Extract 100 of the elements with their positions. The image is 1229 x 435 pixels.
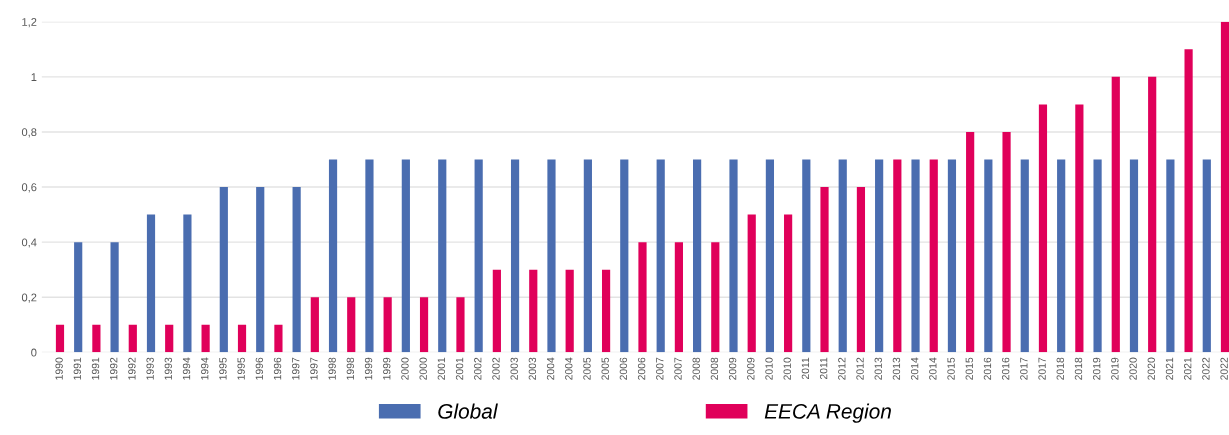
bar bbox=[92, 324, 101, 353]
y-tick-label: 0,4 bbox=[21, 238, 37, 248]
bar bbox=[1093, 159, 1102, 353]
bar bbox=[383, 297, 392, 353]
y-tick-label: 1,2 bbox=[22, 18, 37, 28]
bar bbox=[146, 214, 156, 353]
bar bbox=[74, 242, 83, 353]
x-tick-label: 2020 bbox=[1147, 357, 1155, 380]
x-tick-label: 2016 bbox=[983, 357, 992, 380]
x-tick-label: 2018 bbox=[1074, 357, 1083, 380]
bar bbox=[201, 324, 210, 353]
bar bbox=[292, 187, 301, 353]
legend-label: EECA Region bbox=[764, 403, 891, 423]
x-tick-label: 2011 bbox=[819, 357, 828, 380]
x-tick-label: 2021 bbox=[1165, 357, 1174, 380]
bar bbox=[347, 297, 356, 353]
x-tick-label: 2000 bbox=[419, 357, 427, 380]
bar bbox=[1111, 76, 1120, 353]
bar bbox=[456, 297, 465, 353]
x-tick-label: 1994 bbox=[201, 357, 209, 380]
x-tick-label: 2010 bbox=[783, 357, 791, 380]
x-tick-label: 2021 bbox=[1184, 357, 1192, 380]
bar bbox=[419, 297, 429, 353]
x-tick-label: 2006 bbox=[619, 357, 628, 380]
bar bbox=[583, 159, 592, 353]
bar bbox=[984, 159, 993, 353]
bar bbox=[784, 214, 793, 353]
bar bbox=[128, 324, 137, 353]
x-tick-label: 2003 bbox=[510, 357, 518, 380]
x-tick-label: 2005 bbox=[583, 357, 591, 380]
bar bbox=[620, 159, 629, 353]
bar bbox=[529, 269, 538, 353]
x-tick-label: 2014 bbox=[929, 357, 937, 380]
x-tick-label: 1991 bbox=[91, 357, 100, 380]
x-tick-label: 2009 bbox=[747, 357, 755, 380]
legend-label: Global bbox=[438, 403, 498, 419]
x-tick-label: 1998 bbox=[328, 357, 336, 380]
bar bbox=[165, 324, 174, 353]
x-tick-label: 2001 bbox=[437, 357, 446, 380]
x-tick-label: 2002 bbox=[474, 357, 482, 380]
bar bbox=[929, 159, 938, 353]
bar bbox=[256, 187, 265, 353]
bar bbox=[474, 159, 483, 353]
x-tick-label: 1996 bbox=[255, 357, 264, 380]
bar bbox=[875, 159, 884, 353]
y-tick-label: 1 bbox=[31, 73, 37, 81]
bar bbox=[1202, 159, 1211, 353]
bar bbox=[1075, 104, 1084, 353]
x-tick-label: 2019 bbox=[1092, 357, 1101, 380]
bar bbox=[820, 187, 829, 353]
bar bbox=[565, 269, 574, 353]
bar bbox=[547, 159, 556, 353]
x-tick-label: 1997 bbox=[292, 357, 300, 380]
x-tick-label: 1991 bbox=[73, 357, 81, 380]
bar bbox=[183, 214, 192, 353]
bar bbox=[729, 159, 738, 353]
bar bbox=[492, 269, 501, 353]
x-tick-label: 2013 bbox=[874, 357, 882, 380]
x-tick-label: 2022 bbox=[1202, 357, 1210, 380]
bar bbox=[638, 242, 647, 353]
y-tick-label: 0,2 bbox=[21, 293, 37, 303]
x-tick-label: 2004 bbox=[565, 357, 573, 380]
x-tick-label: 1995 bbox=[219, 357, 227, 380]
x-tick-label: 1998 bbox=[346, 357, 355, 380]
bar bbox=[401, 159, 410, 353]
x-tick-label: 1992 bbox=[128, 357, 136, 380]
bar bbox=[893, 159, 902, 353]
bar bbox=[510, 159, 520, 353]
bar bbox=[1220, 21, 1229, 353]
bar bbox=[747, 214, 756, 353]
x-tick-label: 2022 bbox=[1220, 357, 1228, 380]
bar bbox=[856, 187, 866, 353]
bar bbox=[656, 159, 665, 353]
x-tick-label: 1993 bbox=[164, 357, 172, 380]
x-tick-label: 2001 bbox=[455, 357, 464, 380]
x-tick-label: 2003 bbox=[528, 357, 537, 380]
x-tick-label: 2013 bbox=[892, 357, 901, 380]
x-tick-label: 2004 bbox=[546, 357, 555, 380]
bar bbox=[110, 242, 119, 353]
bar bbox=[1148, 76, 1157, 353]
x-tick-label: 2017 bbox=[1020, 357, 1028, 380]
x-tick-label: 2016 bbox=[1001, 357, 1010, 380]
x-tick-label: 1992 bbox=[110, 357, 118, 380]
bar bbox=[219, 187, 228, 353]
bar bbox=[947, 159, 957, 353]
bar bbox=[711, 242, 720, 353]
bar bbox=[1057, 159, 1066, 353]
x-tick-label: 1990 bbox=[55, 357, 63, 380]
bar bbox=[365, 159, 374, 353]
x-tick-label: 2011 bbox=[801, 357, 810, 380]
x-tick-label: 2000 bbox=[401, 357, 409, 380]
x-tick-label: 2015 bbox=[947, 357, 955, 380]
bar bbox=[674, 242, 683, 353]
x-tick-label: 2018 bbox=[1056, 357, 1064, 380]
bar bbox=[911, 159, 920, 353]
x-tick-label: 2019 bbox=[1111, 357, 1119, 380]
x-tick-label: 2017 bbox=[1038, 357, 1046, 380]
bar bbox=[1002, 131, 1011, 353]
x-tick-label: 2012 bbox=[856, 357, 864, 380]
bar bbox=[237, 324, 247, 353]
